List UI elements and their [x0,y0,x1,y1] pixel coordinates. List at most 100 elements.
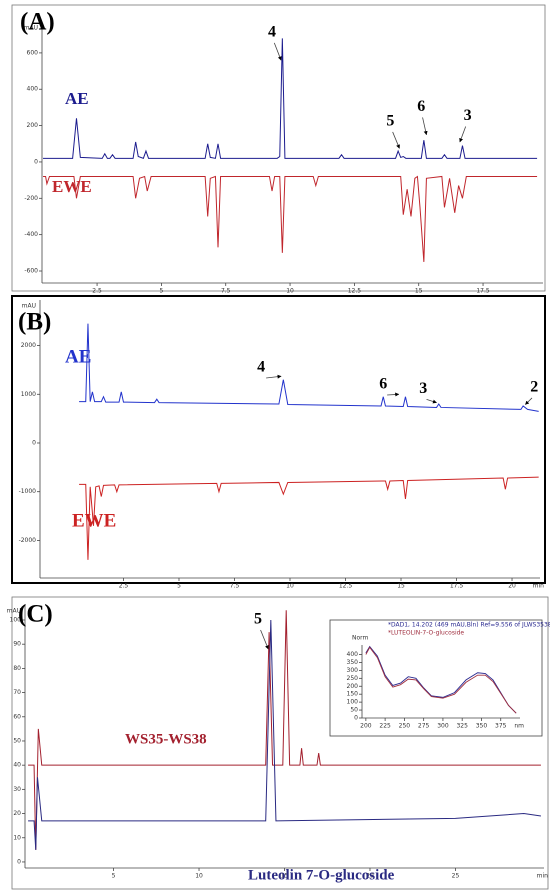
legend-entry: *DAD1, 14.202 (469 mAU,Bln) Ref=9.556 of… [388,622,550,629]
y-tick-label: 50 [350,707,358,714]
legend-entry: *LUTEOLIN-7-O-glucoside [388,630,464,637]
x-unit: min [533,583,545,590]
panel-label: (B) [18,309,51,336]
x-tick-label: 15 [281,873,289,880]
y-tick-label: -200 [24,195,38,202]
y-tick-label: -400 [24,231,38,238]
peak-label: 3 [464,107,472,124]
x-tick-label: 2.5 [92,288,102,295]
y-tick-label: 60 [13,713,21,720]
x-tick-label: 20 [508,583,516,590]
y-tick-label: 80 [13,665,21,672]
peak-arrow [459,126,467,143]
x-tick-label: 5 [177,583,181,590]
y-tick-label: 10 [13,834,21,841]
y-tick-label: 2000 [21,342,36,349]
peak-arrow [260,629,269,650]
y-tick-label: -2000 [19,537,37,544]
series-label: AE [65,89,89,108]
y-tick-label: 0 [354,715,358,722]
trace [43,175,538,262]
y-tick-label: -600 [24,268,38,275]
y-tick-label: 100 [10,617,22,624]
y-unit: mAU [7,608,21,615]
trace [79,323,539,412]
y-tick-label: 200 [27,122,39,129]
panel-frame [11,295,546,584]
panel-frame [11,596,549,890]
peak-label: 2 [530,379,538,396]
peak-label: 6 [417,98,425,115]
y-tick-label: 100 [347,699,359,706]
y-tick-label: -1000 [19,488,37,495]
y-tick-label: 150 [347,691,359,698]
y-tick-label: 250 [347,675,359,682]
trace [365,646,517,714]
y-tick-label: 200 [347,683,359,690]
x-tick-label: 10 [286,583,294,590]
x-tick-label: 275 [418,723,430,730]
x-tick-label: 5 [112,873,116,880]
y-tick-label: 40 [13,762,21,769]
y-tick-label: 20 [13,810,21,817]
x-tick-label: 7.5 [230,583,240,590]
y-tick-label: 0 [17,858,21,865]
y-tick-label: 90 [13,641,21,648]
peak-arrow [387,392,400,397]
panel-frame [11,4,546,292]
peak-label: 4 [257,359,265,376]
peak-arrow [266,374,282,379]
x-tick-label: 225 [379,723,391,730]
x-tick-label: 250 [399,723,411,730]
x-tick-label: 17.5 [476,288,490,295]
x-tick-label: 5 [159,288,163,295]
x-tick-label: 7.5 [221,288,231,295]
x-tick-label: 350 [476,723,488,730]
inset-frame [329,619,543,737]
series-label: Luteolin 7-O-glucoside [248,867,395,883]
peak-arrow [392,131,400,149]
x-tick-label: 300 [437,723,449,730]
trace [79,476,539,560]
y-tick-label: 70 [13,689,21,696]
x-tick-label: 12.5 [339,583,353,590]
series-label: AE [65,346,91,367]
y-unit: mAU [24,25,38,32]
peak-label: 5 [386,113,394,130]
x-tick-label: 325 [456,723,468,730]
x-tick-label: 375 [495,723,507,730]
x-tick-label: 12.5 [348,288,362,295]
y-tick-label: 50 [13,737,21,744]
y-label: Norm [352,635,369,642]
peak-label: 5 [254,611,262,628]
peak-arrow [422,117,428,136]
peak-arrow [426,399,437,404]
x-tick-label: 25 [452,873,460,880]
series-label: EWE [52,177,92,196]
y-tick-label: 0 [34,158,38,165]
x-tick-label: 200 [360,723,372,730]
trace [43,38,538,159]
trace [28,610,541,850]
series-label: WS35-WS38 [125,731,207,747]
y-tick-label: 400 [347,651,359,658]
x-tick-label: 2.5 [119,583,129,590]
x-tick-label: 15 [397,583,405,590]
panel-label: (A) [20,9,55,36]
peak-label: 4 [268,24,276,41]
y-unit: mAU [22,303,36,310]
panel-label: (C) [18,601,53,628]
series-label: EWE [72,510,116,531]
trace [365,645,517,714]
x-tick-label: 20 [366,873,374,880]
y-tick-label: 400 [27,86,39,93]
peak-arrow [525,397,533,405]
peak-arrow [273,42,282,61]
x-tick-label: 10 [195,873,203,880]
trace [28,619,541,850]
peak-label: 6 [379,376,387,393]
y-tick-label: 300 [347,667,359,674]
x-tick-label: 15 [415,288,423,295]
y-tick-label: 600 [27,49,39,56]
